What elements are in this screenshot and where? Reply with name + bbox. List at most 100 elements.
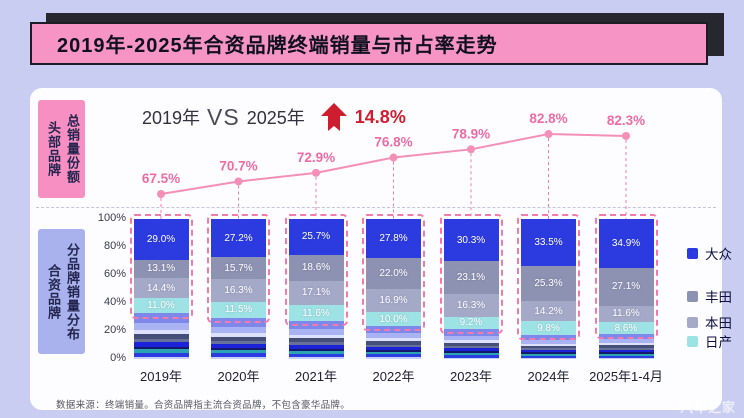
bar-value-label: 30.3% [456,234,486,246]
bar-segment-others-stripe [598,348,654,350]
bar-value-label: 34.9% [611,237,641,249]
bar-column: 34.9% 27.1% 11.6% 8.6% [598,219,654,359]
legend-item: 日产 [687,331,732,351]
y-axis-tick: 60% [103,268,126,280]
trend-value-label: 82.3% [607,113,645,128]
bar-value-label: 23.1% [456,272,486,284]
bar-segment-大众: 27.8% [366,219,421,258]
bar-value-label: 27.1% [611,281,641,293]
bar-segment-others-stripe [598,355,654,358]
legend-item: 大众 [687,243,732,263]
bar-segment-others-stripe [366,354,421,358]
x-axis-label: 2020年 [217,369,260,384]
x-axis-label: 2025年1-4月 [589,369,663,384]
bar-value-label: 27.2% [224,232,253,244]
bar-segment-others-stripe [211,350,266,354]
bar-value-label: 29.0% [146,233,176,245]
bar-segment-日产: 11.0% [133,298,189,314]
bar-column: 25.7% 18.6% 17.1% 11.6% [288,219,344,359]
bar-segment-大众: 25.7% [288,219,344,255]
bar-value-label: 16.3% [456,299,486,311]
bar-segment-others-stripe [521,350,576,353]
bar-segment-日产: 9.2% [443,316,499,330]
legend-label: 大众 [705,247,732,262]
bar-value-label: 18.6% [301,262,331,274]
bar-segment-日产: 9.8% [521,321,576,335]
trend-point [467,145,475,154]
bar-segment-others-stripe [521,339,576,344]
bar-value-label: 10.0% [379,313,408,325]
trend-value-label: 67.5% [142,171,180,186]
bar-segment-日产: 10.0% [366,312,421,327]
bar-segment-others-stripe [521,357,576,359]
y-axis-tick: 40% [103,296,126,308]
comparison-header: 2019年 VS 2025年 14.8% [142,101,406,133]
bar-segment-日产: 11.6% [288,304,344,322]
year-right-label: 2025年 [246,108,305,128]
bar-value-label: 15.7% [224,262,253,274]
trend-point [622,131,630,140]
sidebar-label-jv-brands-primary: 分品牌销量分布 [65,242,80,341]
bar-segment-others-stripe [443,342,499,346]
bar-segment-others-stripe [211,317,266,327]
bar-segment-丰田: 22.0% [366,257,421,289]
x-axis-label: 2022年 [372,369,415,384]
bar-segment-others-stripe [211,336,266,341]
bar-segment-大众: 27.2% [211,219,266,258]
bar-segment-others-stripe [366,333,421,339]
y-axis-tick: 20% [103,324,126,336]
bar-segment-others-stripe [443,357,499,359]
bar-segment-others-stripe [366,338,421,342]
bar-segment-others-stripe [598,353,654,356]
bar-segment-others-stripe [211,332,266,337]
bar-segment-others-stripe [288,350,344,354]
trend-point [312,168,320,177]
bar-segment-others-stripe [521,345,576,349]
bar-segment-others-stripe [443,345,499,349]
bar-segment-本田: 16.9% [366,288,421,313]
bar-segment-others-stripe [211,326,266,333]
bar-segment-丰田: 25.3% [521,265,576,302]
trend-value-label: 72.9% [297,150,335,165]
bar-segment-others-stripe [288,353,344,358]
bar-segment-others-stripe [211,357,266,359]
trend-value-label: 76.8% [374,135,412,150]
bar-segment-others-stripe [288,342,344,346]
bar-segment-others-stripe [288,334,344,339]
bar-segment-本田: 16.3% [211,279,266,302]
bar-segment-丰田: 15.7% [211,257,266,280]
y-axis-tick: 100% [97,212,126,224]
trend-point [234,177,243,186]
bar-value-label: 14.4% [146,282,176,294]
vs-label: VS [207,103,240,130]
legend-item: 丰田 [687,286,732,306]
bar-value-label: 11.0% [147,300,175,312]
bar-value-label: 16.9% [379,295,408,307]
bar-segment-大众: 30.3% [443,219,499,262]
bar-segment-others-stripe [443,350,499,353]
bar-segment-others-stripe [133,334,189,339]
bar-segment-others-stripe [133,349,189,353]
bar-value-label: 27.8% [379,232,408,244]
x-axis-label: 2023年 [450,369,492,384]
bar-segment-本田: 14.2% [521,301,576,322]
trend-value-label: 70.7% [219,158,257,173]
bar-value-label: 8.6% [614,322,638,334]
trend-value-label: 78.9% [452,126,490,141]
bar-segment-others-stripe [598,349,654,353]
bar-segment-others-stripe [366,326,421,334]
trend-point [157,190,165,198]
legend-swatch [687,290,698,302]
bar-segment-others-stripe [133,356,189,359]
bar-segment-others-stripe [366,357,421,359]
bar-column: 29.0% 13.1% 14.4% 11.0% [133,219,189,359]
legend-swatch [687,247,698,259]
bar-segment-others-stripe [133,342,189,347]
sidebar-label-head-brands: 总销量份额 头部品牌 [38,100,85,198]
legend-label: 丰田 [705,290,732,305]
bar-segment-others-stripe [133,352,189,357]
bar-segment-丰田: 23.1% [443,261,499,294]
sidebar-label-head-brands-primary: 总销量份额 [65,114,80,184]
bar-value-label: 22.0% [379,267,408,279]
